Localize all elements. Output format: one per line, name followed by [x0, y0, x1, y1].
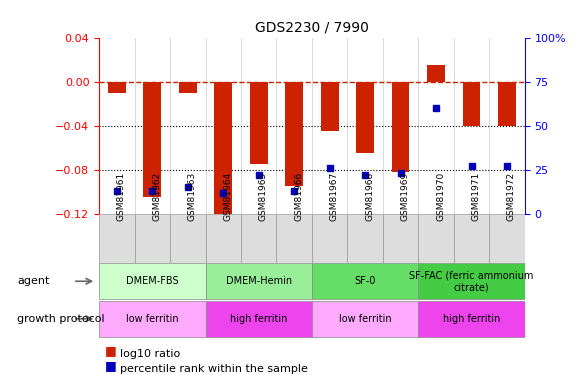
Text: high ferritin: high ferritin: [230, 314, 287, 324]
Bar: [321, 82, 339, 131]
Text: low ferritin: low ferritin: [126, 314, 178, 324]
FancyBboxPatch shape: [312, 214, 347, 262]
Bar: [463, 82, 480, 126]
Bar: [215, 82, 232, 219]
Text: GSM81964: GSM81964: [223, 172, 232, 221]
Bar: [179, 82, 196, 93]
FancyBboxPatch shape: [135, 214, 170, 262]
Text: percentile rank within the sample: percentile rank within the sample: [120, 364, 307, 374]
FancyBboxPatch shape: [99, 214, 135, 262]
Text: SF-0: SF-0: [354, 276, 376, 286]
Text: GSM81961: GSM81961: [117, 172, 126, 221]
Bar: [427, 65, 445, 82]
FancyBboxPatch shape: [206, 214, 241, 262]
Text: agent: agent: [17, 276, 50, 286]
FancyBboxPatch shape: [489, 214, 525, 262]
Bar: [356, 82, 374, 153]
FancyBboxPatch shape: [241, 214, 276, 262]
Bar: [143, 82, 161, 197]
Text: GSM81967: GSM81967: [329, 172, 339, 221]
FancyBboxPatch shape: [419, 214, 454, 262]
Text: log10 ratio: log10 ratio: [120, 350, 180, 359]
Text: GSM81972: GSM81972: [507, 172, 516, 221]
FancyBboxPatch shape: [419, 301, 525, 337]
FancyBboxPatch shape: [276, 214, 312, 262]
FancyBboxPatch shape: [312, 301, 419, 337]
Bar: [392, 82, 409, 172]
Text: GSM81969: GSM81969: [401, 172, 410, 221]
FancyBboxPatch shape: [347, 214, 383, 262]
Text: GSM81962: GSM81962: [152, 172, 161, 221]
Text: growth protocol: growth protocol: [17, 314, 105, 324]
FancyBboxPatch shape: [170, 214, 206, 262]
Text: ■: ■: [105, 344, 121, 357]
FancyBboxPatch shape: [99, 301, 206, 337]
FancyBboxPatch shape: [206, 301, 312, 337]
Text: DMEM-FBS: DMEM-FBS: [126, 276, 178, 286]
Text: SF-FAC (ferric ammonium
citrate): SF-FAC (ferric ammonium citrate): [409, 270, 533, 292]
Text: GSM81970: GSM81970: [436, 172, 445, 221]
Bar: [108, 82, 126, 93]
FancyBboxPatch shape: [419, 263, 525, 299]
Text: GSM81963: GSM81963: [188, 172, 197, 221]
FancyBboxPatch shape: [383, 214, 419, 262]
Title: GDS2230 / 7990: GDS2230 / 7990: [255, 21, 369, 35]
FancyBboxPatch shape: [312, 263, 419, 299]
FancyBboxPatch shape: [99, 263, 206, 299]
Text: low ferritin: low ferritin: [339, 314, 391, 324]
Text: GSM81965: GSM81965: [259, 172, 268, 221]
Bar: [250, 82, 268, 164]
Bar: [285, 82, 303, 186]
Text: GSM81966: GSM81966: [294, 172, 303, 221]
FancyBboxPatch shape: [454, 214, 489, 262]
FancyBboxPatch shape: [206, 263, 312, 299]
Text: DMEM-Hemin: DMEM-Hemin: [226, 276, 292, 286]
Text: ■: ■: [105, 359, 121, 372]
Bar: [498, 82, 516, 126]
Text: GSM81968: GSM81968: [365, 172, 374, 221]
Text: GSM81971: GSM81971: [472, 172, 480, 221]
Text: high ferritin: high ferritin: [443, 314, 500, 324]
